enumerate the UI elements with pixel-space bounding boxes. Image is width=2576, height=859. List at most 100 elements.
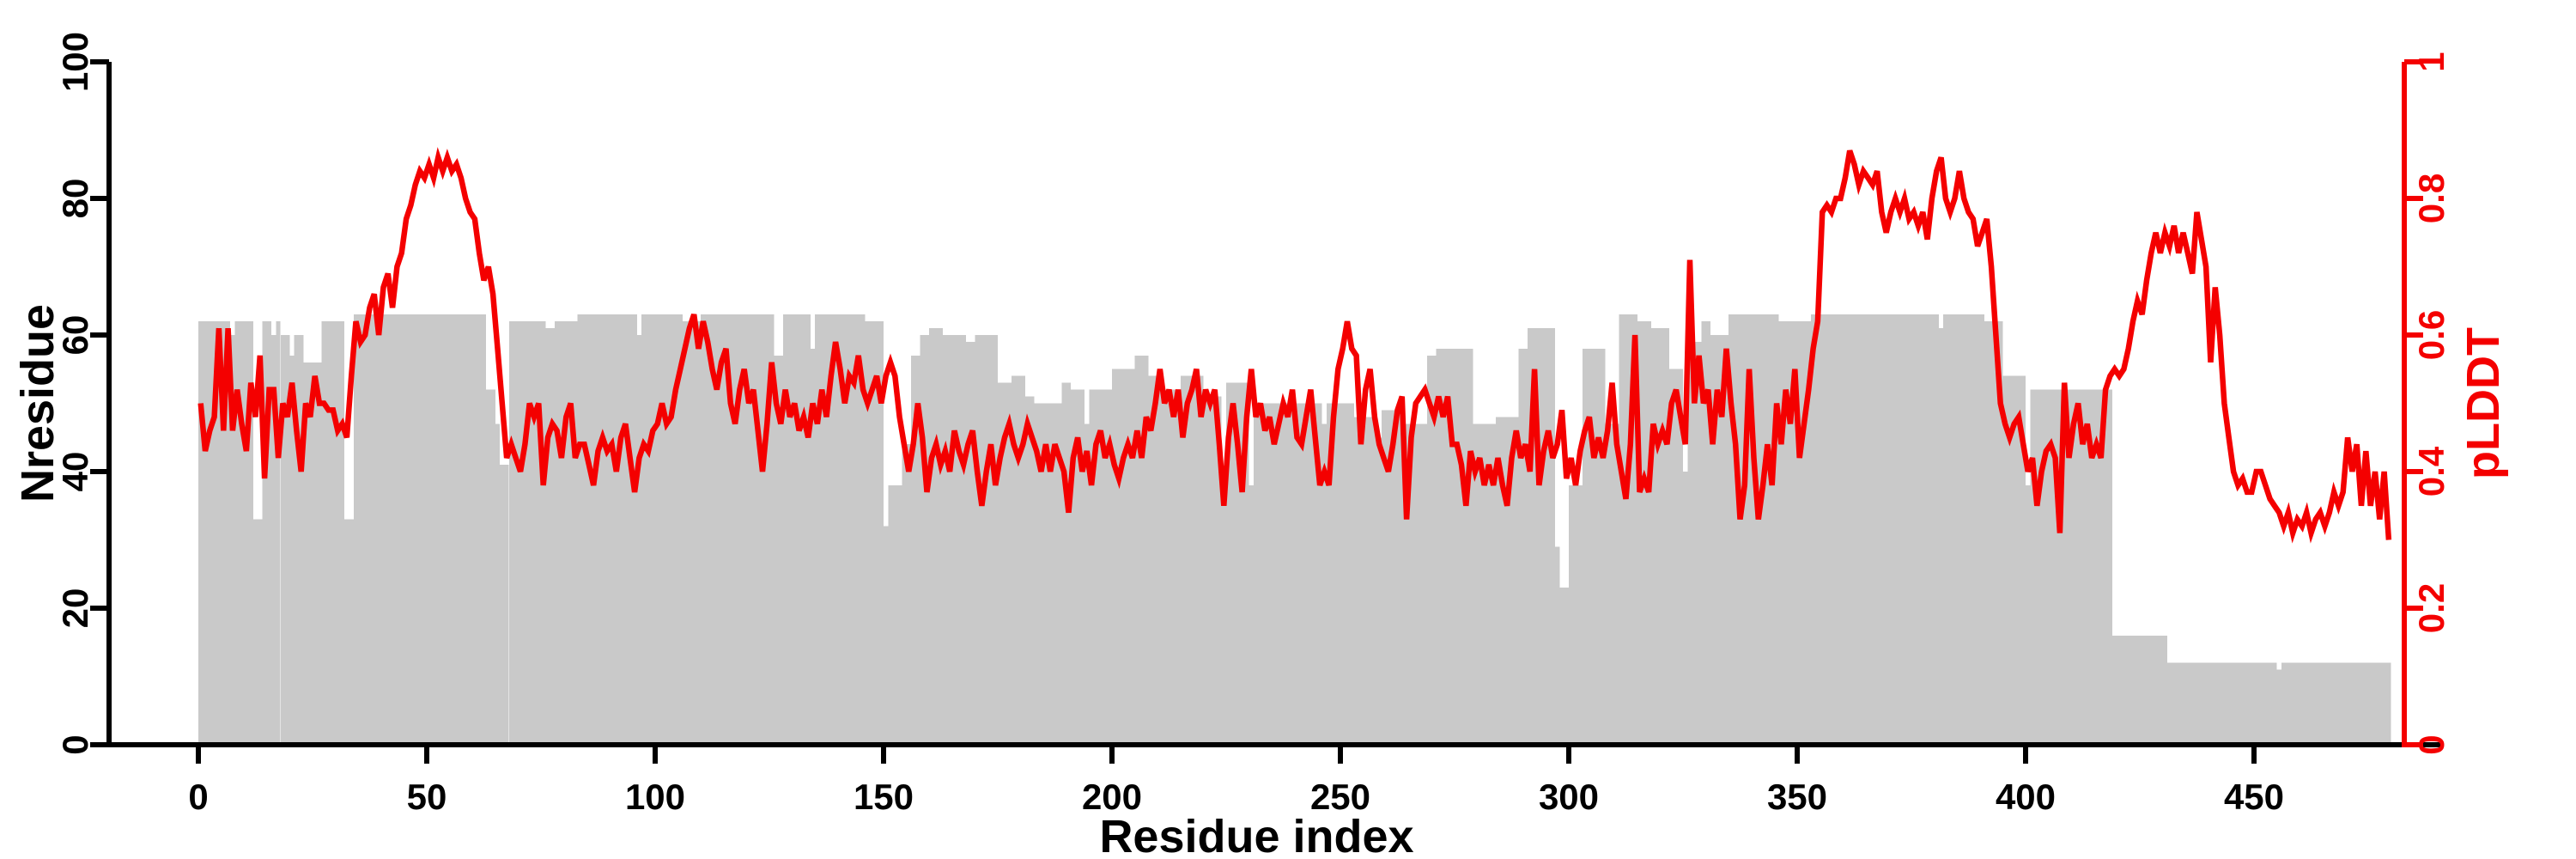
- bar-segment: [884, 526, 889, 745]
- bar-segment: [636, 335, 641, 745]
- bar-segment: [230, 335, 235, 745]
- bar-segment: [1583, 348, 1606, 745]
- bar-segment: [1650, 328, 1670, 745]
- right-axis-tick-label: 0.4: [2411, 446, 2451, 497]
- right-axis-tick-label: 0: [2411, 734, 2451, 754]
- bar-segment: [929, 328, 944, 745]
- bar-segment: [1249, 484, 1254, 745]
- left-axis-title: Nresidue: [12, 304, 64, 503]
- bar-segment: [1354, 417, 1377, 745]
- bar-segment: [1112, 369, 1135, 745]
- x-axis-tick-label: 400: [1996, 777, 2056, 817]
- bar-segment: [1203, 396, 1222, 745]
- bar-segment: [1148, 375, 1158, 745]
- bar-segment: [545, 328, 555, 745]
- bar-segment: [682, 321, 702, 745]
- bar-segment: [1071, 389, 1085, 745]
- right-axis-tick-label: 0.6: [2411, 310, 2451, 360]
- bar-segment: [920, 335, 930, 745]
- bar-segment: [2026, 484, 2031, 745]
- bar-segment: [1637, 321, 1651, 745]
- bar-segment: [1134, 355, 1149, 745]
- left-axis-tick-label: 80: [55, 179, 95, 219]
- bar-segment: [508, 321, 546, 745]
- bar-segment: [555, 321, 578, 745]
- bar-segment: [1157, 389, 1181, 745]
- plddt-line: [197, 147, 2392, 544]
- bar-segment: [1984, 321, 2003, 745]
- bar-segment: [1321, 423, 1327, 745]
- bar-segment: [500, 465, 509, 745]
- bar-segment: [810, 348, 816, 745]
- bar-segment: [975, 335, 998, 745]
- bar-segment: [486, 389, 495, 745]
- bar-segment: [1687, 342, 1702, 745]
- bar-segment: [303, 362, 322, 745]
- x-axis-tick-label: 50: [407, 777, 447, 817]
- bar-segment: [998, 382, 1012, 745]
- bar-segment: [289, 355, 295, 745]
- bar-segment: [2276, 669, 2281, 745]
- bar-segment: [2112, 635, 2167, 745]
- bar-segment: [1253, 403, 1322, 745]
- x-axis-tick-label: 200: [1082, 777, 1142, 817]
- bar-segment: [701, 314, 775, 745]
- bar-segment: [910, 355, 920, 745]
- bar-segment: [495, 423, 501, 745]
- bar-segment: [783, 314, 811, 745]
- bar-segment: [276, 321, 281, 745]
- x-axis-tick-label: 350: [1767, 777, 1827, 817]
- right-axis-title: pLDDT: [2458, 327, 2509, 479]
- bar-segment: [2281, 662, 2391, 745]
- bar-segment: [577, 314, 637, 745]
- left-axis-tick-label: 0: [55, 734, 95, 754]
- x-axis-tick-label: 300: [1539, 777, 1599, 817]
- bar-segment: [1221, 491, 1226, 745]
- x-axis-tick-label: 250: [1310, 777, 1370, 817]
- bar-segment: [1012, 375, 1025, 745]
- left-axis-tick-label: 100: [55, 32, 95, 92]
- bar-segment: [1728, 314, 1779, 745]
- left-axis-tick-label: 20: [55, 588, 95, 629]
- left-axis-tick-label: 40: [55, 452, 95, 492]
- bar-segment: [271, 335, 276, 745]
- bar-segment: [1683, 472, 1688, 745]
- right-axis-tick-label: 0.8: [2411, 174, 2451, 223]
- right-axis-tick-label: 1: [2411, 52, 2451, 71]
- bar-segment: [344, 519, 354, 745]
- bar-segment: [1669, 369, 1683, 745]
- bar-segment: [353, 314, 487, 745]
- bar-segment: [1811, 314, 1939, 745]
- bar-segment: [965, 342, 975, 745]
- left-axis-tick-label: 60: [55, 315, 95, 356]
- x-axis-tick-label: 100: [625, 777, 685, 817]
- bar-segment: [1943, 314, 1985, 745]
- bar-segment: [1376, 437, 1382, 746]
- bar-segment: [252, 519, 263, 745]
- x-axis-tick-label: 150: [854, 777, 914, 817]
- bar-segment: [262, 321, 272, 745]
- bar-segment: [2030, 389, 2049, 745]
- bar-segment: [294, 335, 304, 745]
- bar-segment: [902, 444, 911, 745]
- bar-segment: [943, 335, 966, 745]
- x-axis-title: Residue index: [1099, 811, 1413, 859]
- bar-segment: [280, 335, 290, 745]
- bar-segment: [1938, 328, 1944, 745]
- bar-segment: [1555, 546, 1560, 745]
- x-axis-tick-label: 0: [188, 777, 208, 817]
- bar-segment: [1701, 321, 1710, 745]
- bar-segment: [1605, 423, 1619, 745]
- bar-segment: [865, 321, 884, 745]
- bar-segment: [1061, 382, 1072, 745]
- bar-segment: [774, 355, 783, 745]
- bar-segment: [1024, 396, 1035, 745]
- bar-segment: [1084, 423, 1090, 745]
- bar-segment: [1518, 348, 1528, 745]
- bar-segment: [1427, 355, 1437, 745]
- bar-segment: [321, 321, 345, 745]
- right-axis-tick-label: 0.2: [2411, 583, 2451, 633]
- x-axis-tick-label: 450: [2224, 777, 2284, 817]
- bar-segment: [1569, 484, 1583, 745]
